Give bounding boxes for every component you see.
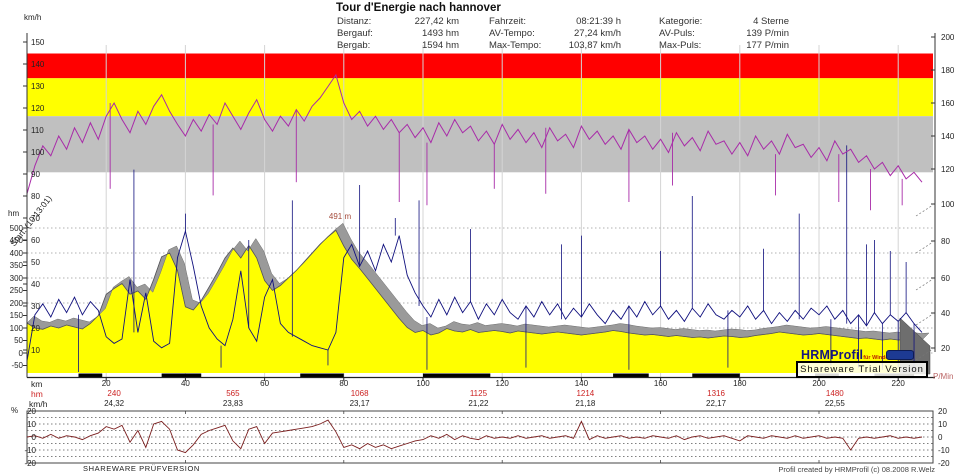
shareware-pruefversion-text: SHAREWARE PRÜFVERSION bbox=[83, 464, 200, 473]
stats-row: Distanz: 227,42 km Fahrzeit: 08:21:39 h Kate… bbox=[337, 16, 789, 28]
peak-elevation-annotation: 491 m bbox=[328, 212, 352, 221]
shareware-trial-watermark: Shareware Trial Version bbox=[796, 361, 928, 378]
page-title: Tour d'Energie nach hannover bbox=[336, 2, 501, 14]
stat-pair: Max-Tempo: 103,87 km/h bbox=[489, 40, 659, 52]
speed-trace bbox=[26, 229, 923, 362]
distance-row-label: km bbox=[31, 379, 43, 389]
stat-value: 1594 hm bbox=[422, 40, 459, 51]
hr-zone-gray bbox=[27, 116, 933, 173]
stat-pair: Bergab: 1594 hm bbox=[337, 40, 489, 52]
stat-label: Max-Tempo: bbox=[489, 40, 542, 51]
elevation-axis-title: hm bbox=[8, 209, 20, 218]
stat-label: Distanz: bbox=[337, 16, 372, 27]
hrmprofil-logo-text: HRMProfil bbox=[801, 348, 864, 362]
stat-label: Kategorie: bbox=[659, 16, 703, 27]
stat-pair: AV-Tempo: 27,24 km/h bbox=[489, 28, 659, 40]
gradient-trace bbox=[26, 419, 923, 454]
windows-badge-icon bbox=[886, 350, 914, 360]
pulse-axis-title: P/Min bbox=[933, 372, 954, 381]
tour-stats-table: Distanz: 227,42 km Fahrzeit: 08:21:39 h Kate… bbox=[337, 16, 789, 52]
stat-value: 103,87 km/h bbox=[568, 40, 621, 51]
stat-pair: Kategorie: 4 Sterne bbox=[659, 16, 789, 28]
stat-pair: AV-Puls: 139 P/min bbox=[659, 28, 789, 40]
hr-zone-yellow bbox=[27, 78, 933, 117]
stat-value: 1493 hm bbox=[422, 28, 459, 39]
stat-label: Bergauf: bbox=[337, 28, 373, 39]
gradient-axis-title: % bbox=[11, 406, 19, 415]
pulse-trace bbox=[26, 73, 923, 194]
stat-label: AV-Tempo: bbox=[489, 28, 535, 39]
stats-row: Bergab: 1594 hm Max-Tempo: 103,87 km/h Max-P… bbox=[337, 40, 789, 52]
stat-value: 27,24 km/h bbox=[574, 28, 621, 39]
stat-label: Fahrzeit: bbox=[489, 16, 526, 27]
climb-row-label: hm bbox=[31, 389, 43, 399]
stat-value: 4 Sterne bbox=[753, 16, 789, 27]
stat-label: Bergab: bbox=[337, 40, 371, 51]
hrmprofil-logo: HRMProfilfür Windows bbox=[801, 346, 896, 364]
stat-pair: Distanz: 227,42 km bbox=[337, 16, 489, 28]
elevation-area bbox=[27, 230, 922, 373]
hrmprofil-logo-subtext: für Windows bbox=[863, 355, 897, 361]
stat-pair: Fahrzeit: 08:21:39 h bbox=[489, 16, 659, 28]
stat-value: 177 P/min bbox=[746, 40, 789, 51]
stat-pair: Bergauf: 1493 hm bbox=[337, 28, 489, 40]
profil-credit-text: Profil created by HRMProfil (c) 08.2008 … bbox=[778, 465, 935, 474]
hr-zone-red bbox=[27, 53, 933, 79]
speed-axis-title: km/h bbox=[24, 13, 42, 22]
stat-label: AV-Puls: bbox=[659, 28, 695, 39]
stat-value: 139 P/min bbox=[746, 28, 789, 39]
stats-row: Bergauf: 1493 hm AV-Tempo: 27,24 km/h AV-Pul… bbox=[337, 28, 789, 40]
stat-label: Max-Puls: bbox=[659, 40, 702, 51]
stat-value: 08:21:39 h bbox=[576, 16, 621, 27]
stat-pair: Max-Puls: 177 P/min bbox=[659, 40, 789, 52]
stat-value: 227,42 km bbox=[414, 16, 459, 27]
avgspeed-row-label: km/h bbox=[29, 399, 48, 409]
